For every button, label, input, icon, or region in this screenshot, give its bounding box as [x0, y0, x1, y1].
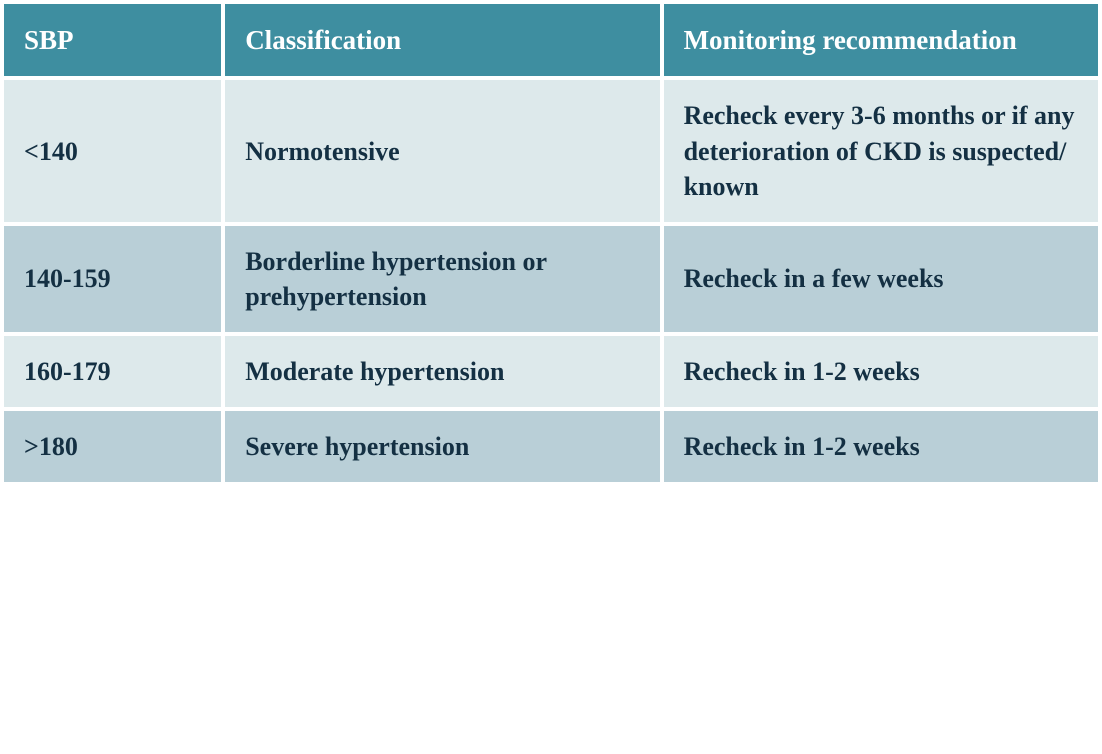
table-row: >180 Severe hypertension Recheck in 1-2 …	[4, 411, 1098, 482]
cell-sbp: <140	[4, 80, 221, 221]
cell-sbp: 160-179	[4, 336, 221, 407]
table-body: <140 Normotensive Recheck every 3-6 mont…	[4, 80, 1098, 482]
col-header-sbp: SBP	[4, 4, 221, 76]
cell-classification: Normotensive	[225, 80, 659, 221]
sbp-classification-table: SBP Classification Monitoring recommenda…	[0, 0, 1102, 486]
cell-sbp: >180	[4, 411, 221, 482]
sbp-table-container: SBP Classification Monitoring recommenda…	[0, 0, 1102, 486]
col-header-monitoring: Monitoring recommendation	[664, 4, 1098, 76]
cell-classification: Severe hypertension	[225, 411, 659, 482]
table-row: 160-179 Moderate hypertension Recheck in…	[4, 336, 1098, 407]
table-row: 140-159 Borderline hypertension or prehy…	[4, 226, 1098, 332]
cell-monitoring: Recheck in 1-2 weeks	[664, 411, 1098, 482]
table-header: SBP Classification Monitoring recommenda…	[4, 4, 1098, 76]
col-header-classification: Classification	[225, 4, 659, 76]
cell-monitoring: Recheck every 3-6 months or if any deter…	[664, 80, 1098, 221]
table-row: <140 Normotensive Recheck every 3-6 mont…	[4, 80, 1098, 221]
cell-monitoring: Recheck in 1-2 weeks	[664, 336, 1098, 407]
cell-classification: Borderline hypertension or prehypertensi…	[225, 226, 659, 332]
cell-classification: Moderate hypertension	[225, 336, 659, 407]
cell-sbp: 140-159	[4, 226, 221, 332]
cell-monitoring: Recheck in a few weeks	[664, 226, 1098, 332]
